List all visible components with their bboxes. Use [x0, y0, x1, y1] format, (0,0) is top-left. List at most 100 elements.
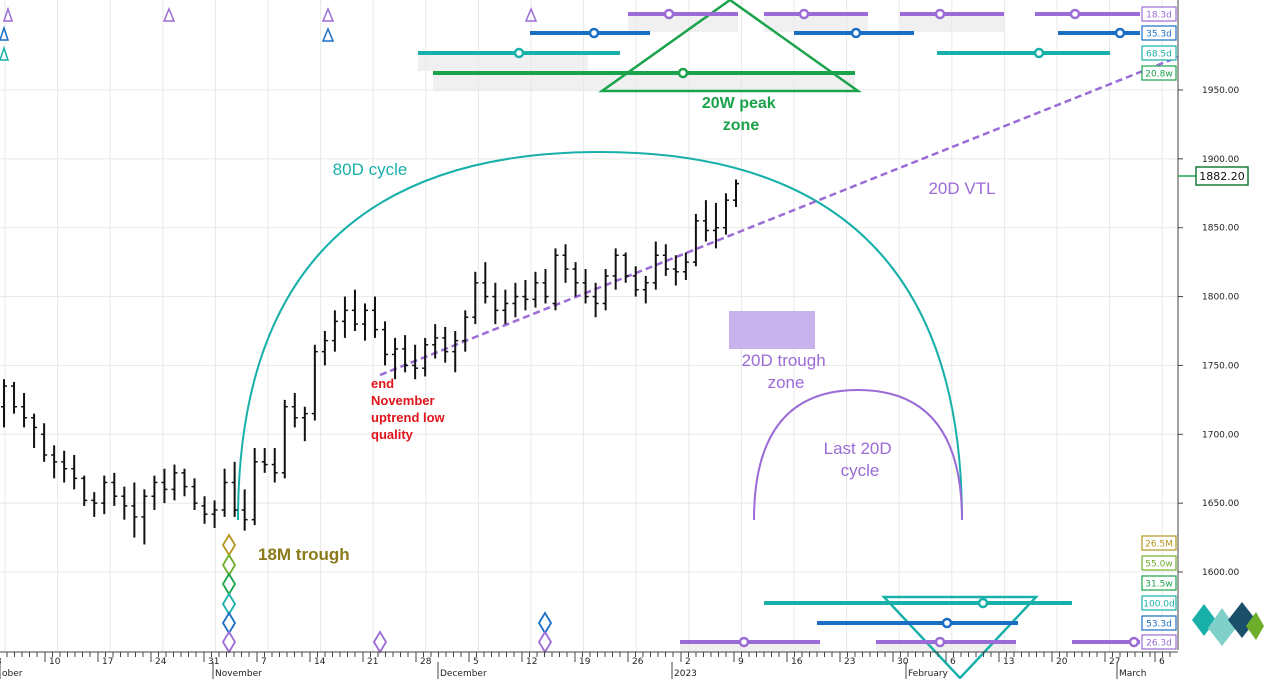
- month-label: ober: [2, 669, 23, 679]
- ohlc-bar: [51, 445, 58, 479]
- ohlc-bar: [733, 179, 739, 208]
- ohlc-bar: [151, 475, 158, 511]
- annotation-peak-zone: 20W peak zone: [702, 95, 780, 134]
- ohlc-bar: [552, 248, 559, 311]
- ohlc-bar: [632, 266, 639, 297]
- range-band: [433, 73, 855, 91]
- cycle-badge: [1141, 634, 1177, 650]
- ohlc-bar: [171, 464, 178, 501]
- ohlc-bar: [412, 344, 419, 380]
- annotation-last-20d-cycle: Last 20D cycle: [824, 439, 897, 480]
- x-tick-label: 14: [314, 657, 326, 667]
- x-tick-label: 6: [950, 657, 956, 667]
- range-marker: [1128, 636, 1140, 648]
- month-label: 2023: [674, 669, 697, 679]
- ohlc-bar: [141, 489, 148, 545]
- cycle-badge-label: 26.3d: [1146, 639, 1172, 649]
- annotation-uptrend-low-line4: quality: [371, 427, 414, 442]
- x-axis-labels: 3 10 17 24 31 7 14 21 28 5 12 19 26 2 9 16 23 30 6 13 20 27 6 o…: [0, 652, 1171, 679]
- y-tick-label: 1900.00: [1202, 155, 1239, 165]
- y-axis-labels: 1600.00 1650.00 1700.00 1750.00 1800.00 1850.…: [1178, 86, 1239, 578]
- ohlc-bar: [622, 252, 629, 283]
- x-tick-label: 10: [49, 657, 61, 667]
- ohlc-bar: [532, 271, 539, 308]
- annotation-trough-zone-line2: zone: [768, 373, 805, 392]
- range-marker: [1069, 8, 1081, 20]
- x-tick-label: 2: [685, 657, 691, 667]
- ohlc-bar: [221, 468, 228, 517]
- ohlc-bar: [161, 468, 168, 504]
- ohlc-bar: [191, 478, 198, 511]
- cycle-range-lines-bottom: [680, 597, 1140, 648]
- diamond-marker: [372, 630, 388, 654]
- ohlc-bar: [11, 381, 18, 414]
- range-marker: [941, 617, 953, 629]
- ohlc-bar: [492, 282, 499, 325]
- cycle-badge-label: 100.0d: [1143, 600, 1174, 610]
- cycle-badge: [1141, 6, 1177, 22]
- range-marker: [588, 27, 600, 39]
- x-tick-label: 21: [367, 657, 378, 667]
- ohlc-bar: [432, 324, 439, 359]
- ohlc-bar: [101, 475, 108, 515]
- ohlc-bar: [351, 289, 358, 331]
- range-marker: [1033, 47, 1045, 59]
- ohlc-bar: [81, 475, 88, 506]
- ohlc-bar: [382, 321, 389, 366]
- annotation-peak-zone-line2: zone: [723, 117, 760, 134]
- x-tick-label: 6: [1159, 657, 1165, 667]
- ohlc-bar: [131, 482, 138, 538]
- ohlc-bar: [71, 454, 78, 490]
- ohlc-bar: [301, 406, 308, 442]
- cycle-badge: [1141, 535, 1177, 551]
- cycle-badge: [1141, 25, 1177, 41]
- x-tick-label: 12: [526, 657, 537, 667]
- trough-zone-box: [729, 311, 815, 349]
- triangle-marker: [524, 7, 538, 22]
- diamond-marker: [221, 630, 237, 654]
- ohlc-bar: [331, 310, 338, 352]
- cycle-badge: [1141, 65, 1177, 81]
- range-band: [628, 14, 738, 32]
- vtl-line: [379, 55, 1179, 377]
- ohlc-bar: [281, 399, 288, 479]
- diamond-marker: [221, 572, 237, 596]
- ohlc-bar: [361, 303, 368, 341]
- logo-shape: [1246, 612, 1264, 640]
- ohlc-bar: [111, 472, 118, 506]
- x-tick-label: 23: [844, 657, 855, 667]
- annotation-last-20d-cycle-line1: Last 20D: [824, 439, 892, 458]
- month-label: November: [215, 669, 262, 679]
- triangle-marker: [321, 7, 335, 22]
- last-price-label: 1882.20: [1199, 170, 1245, 183]
- range-band: [764, 14, 868, 32]
- ohlc-bar: [682, 252, 689, 281]
- annotation-peak-zone-line1: 20W peak: [702, 95, 776, 112]
- ohlc-bar: [602, 269, 609, 311]
- cycle-80d-arc: [237, 150, 963, 521]
- annotation-uptrend-low-line3: uptrend low: [371, 410, 446, 425]
- trough-triangle: [881, 595, 1039, 679]
- x-tick-label: 20: [1056, 657, 1068, 667]
- triangle-marker: [2, 6, 14, 22]
- ohlc-bar: [392, 337, 399, 380]
- x-tick-label: 27: [1109, 657, 1120, 667]
- ohlc-bar: [692, 213, 699, 267]
- ohlc-bar: [231, 461, 238, 517]
- ohlc-bar: [1, 379, 7, 428]
- ohlc-bar: [502, 289, 509, 325]
- x-tick-label: 28: [420, 657, 432, 667]
- cycle-badge: [1141, 595, 1177, 611]
- ohlc-bar: [372, 296, 379, 338]
- month-label: December: [440, 669, 487, 679]
- price-bars: [1, 179, 739, 545]
- range-band: [680, 642, 820, 652]
- range-marker: [677, 67, 689, 79]
- annotation-uptrend-low-line2: November: [371, 393, 435, 408]
- triangle-marker: [162, 7, 176, 22]
- x-tick-label: 17: [102, 657, 113, 667]
- ohlc-bar: [291, 392, 298, 428]
- cycle-range-bands: [418, 14, 1016, 652]
- ohlc-bar: [181, 468, 188, 497]
